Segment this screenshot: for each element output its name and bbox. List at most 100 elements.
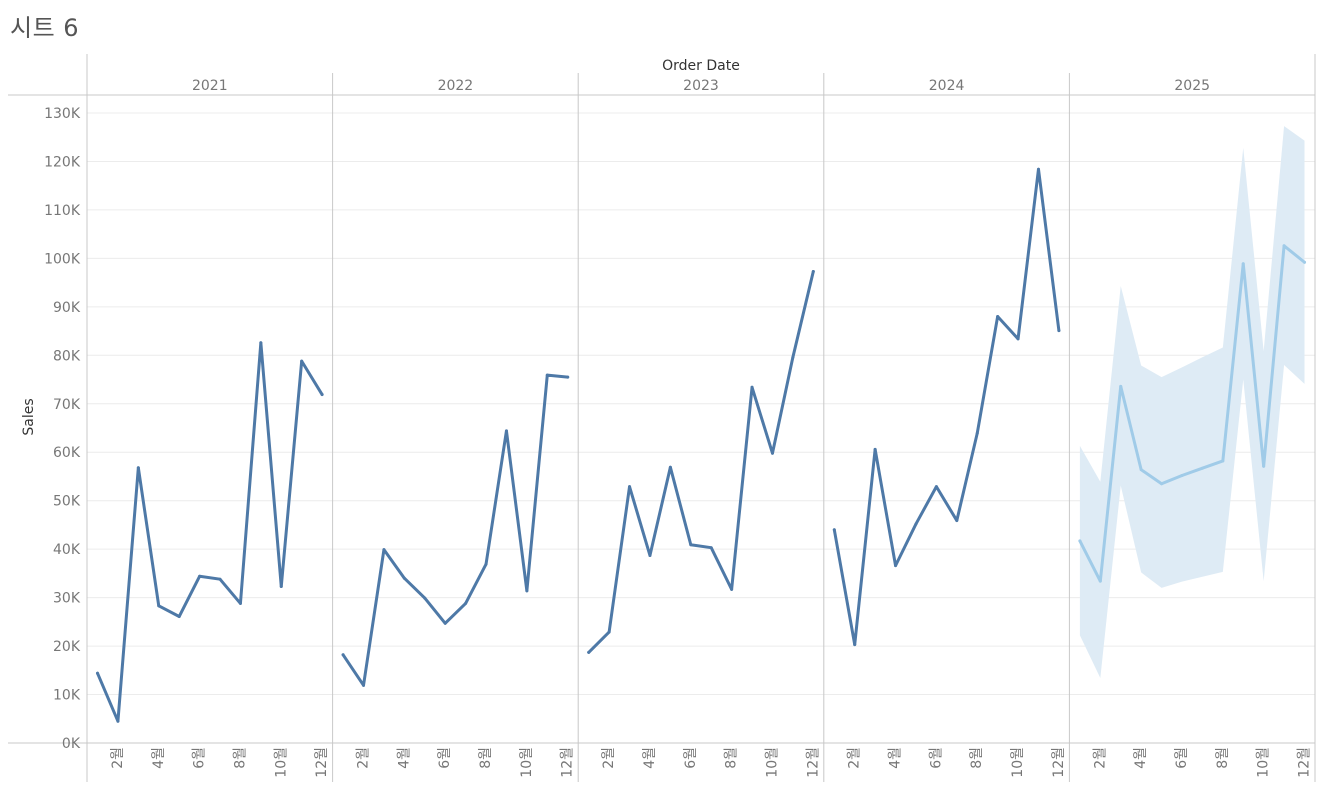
data-point-2023-2	[607, 630, 611, 634]
data-point-2024-4	[894, 564, 898, 568]
data-point-2025-6	[1180, 473, 1184, 477]
y-tick-label: 40K	[53, 542, 81, 558]
data-point-2023-3	[628, 485, 632, 489]
month-tick-label: 4월	[151, 747, 167, 769]
month-tick-label: 6월	[437, 747, 453, 769]
month-tick-label: 12월	[1297, 747, 1313, 778]
y-axis-title: Sales	[21, 398, 37, 435]
month-tick-label: 4월	[642, 747, 658, 769]
data-point-2021-6	[198, 574, 202, 578]
month-tick-label: 4월	[1133, 747, 1149, 769]
month-tick-label: 6월	[928, 747, 944, 769]
data-point-2021-2	[116, 719, 120, 723]
sales-line-2025	[1078, 244, 1306, 583]
data-point-2021-8	[238, 601, 242, 605]
data-point-2025-12	[1303, 260, 1306, 264]
data-point-2021-9	[259, 341, 263, 345]
data-point-2023-11	[791, 355, 795, 359]
y-tick-label: 20K	[53, 639, 81, 655]
month-tick-label: 4월	[396, 747, 412, 769]
data-point-2025-1	[1078, 539, 1082, 543]
month-tick-label: 6월	[683, 747, 699, 769]
data-point-2025-9	[1241, 262, 1245, 266]
year-header-2021: 2021	[192, 78, 228, 94]
data-point-2021-1	[96, 671, 99, 675]
data-point-2023-4	[648, 553, 652, 557]
data-point-2024-9	[996, 315, 1000, 319]
month-tick-label: 10월	[764, 747, 780, 778]
month-tick-label: 4월	[888, 747, 904, 769]
data-point-2025-7	[1200, 466, 1204, 470]
month-tick-label: 10월	[519, 747, 535, 778]
data-point-2025-4	[1139, 468, 1143, 472]
sales-line-2024	[832, 167, 1061, 647]
column-header: Order Date	[662, 58, 740, 74]
data-point-2021-7	[218, 577, 222, 581]
month-tick-label: 8월	[478, 747, 494, 769]
forecast-band-2025	[1079, 126, 1305, 679]
data-point-2024-5	[914, 522, 918, 526]
y-tick-label: 50K	[53, 494, 81, 510]
month-tick-label: 12월	[560, 747, 576, 778]
month-tick-label: 12월	[1051, 747, 1067, 778]
month-tick-label: 2월	[1092, 747, 1108, 769]
month-tick-label: 10월	[1256, 747, 1272, 778]
data-point-2022-11	[545, 373, 549, 377]
month-tick-label: 10월	[1010, 747, 1026, 778]
month-tick-label: 2월	[110, 747, 126, 769]
data-point-2022-3	[382, 548, 386, 552]
data-point-2024-12	[1057, 329, 1061, 333]
month-tick-label: 8월	[969, 747, 985, 769]
data-point-2022-5	[423, 596, 427, 600]
data-point-2023-9	[750, 385, 754, 389]
sales-line-2021	[96, 341, 324, 723]
month-tick-label: 2월	[601, 747, 617, 769]
month-tick-label: 12월	[805, 747, 821, 778]
data-point-2024-8	[975, 431, 979, 435]
year-header-2023: 2023	[683, 78, 719, 94]
month-tick-label: 12월	[314, 747, 330, 778]
sales-line-2023	[587, 269, 815, 654]
data-point-2021-12	[320, 393, 324, 397]
data-point-2022-8	[484, 562, 488, 566]
y-tick-label: 80K	[53, 348, 81, 364]
y-tick-label: 90K	[53, 300, 81, 316]
month-tick-label: 8월	[724, 747, 740, 769]
data-point-2022-1	[341, 653, 345, 657]
data-point-2021-5	[177, 615, 181, 619]
data-point-2024-6	[934, 485, 938, 489]
year-header-2025: 2025	[1174, 78, 1210, 94]
month-tick-label: 8월	[1215, 747, 1231, 769]
data-point-2023-10	[770, 451, 774, 455]
data-point-2022-12	[566, 375, 570, 379]
data-point-2023-7	[709, 546, 713, 550]
y-tick-label: 100K	[44, 251, 81, 267]
data-point-2024-10	[1016, 337, 1020, 341]
data-point-2024-2	[853, 643, 857, 647]
data-point-2025-2	[1098, 579, 1102, 583]
data-point-2023-8	[730, 587, 734, 591]
sales-line-2022	[341, 373, 570, 687]
data-point-2024-3	[873, 447, 877, 451]
data-point-2025-3	[1119, 384, 1123, 388]
data-point-2022-7	[464, 601, 468, 605]
data-point-2021-3	[136, 466, 140, 470]
data-point-2025-10	[1262, 464, 1266, 468]
month-tick-label: 6월	[192, 747, 208, 769]
data-point-2022-10	[525, 589, 529, 593]
data-point-2025-11	[1282, 244, 1286, 248]
data-point-2023-6	[689, 543, 693, 547]
data-point-2023-5	[668, 465, 672, 469]
data-point-2022-9	[504, 429, 508, 433]
data-point-2025-8	[1221, 459, 1225, 463]
data-point-2024-1	[832, 528, 836, 532]
month-tick-label: 10월	[273, 747, 289, 778]
y-tick-label: 30K	[53, 591, 81, 607]
data-point-2024-7	[955, 519, 959, 523]
y-tick-label: 60K	[53, 445, 81, 461]
data-point-2021-11	[300, 359, 304, 363]
year-header-2022: 2022	[438, 78, 474, 94]
year-header-2024: 2024	[929, 78, 965, 94]
month-tick-label: 6월	[1174, 747, 1190, 769]
